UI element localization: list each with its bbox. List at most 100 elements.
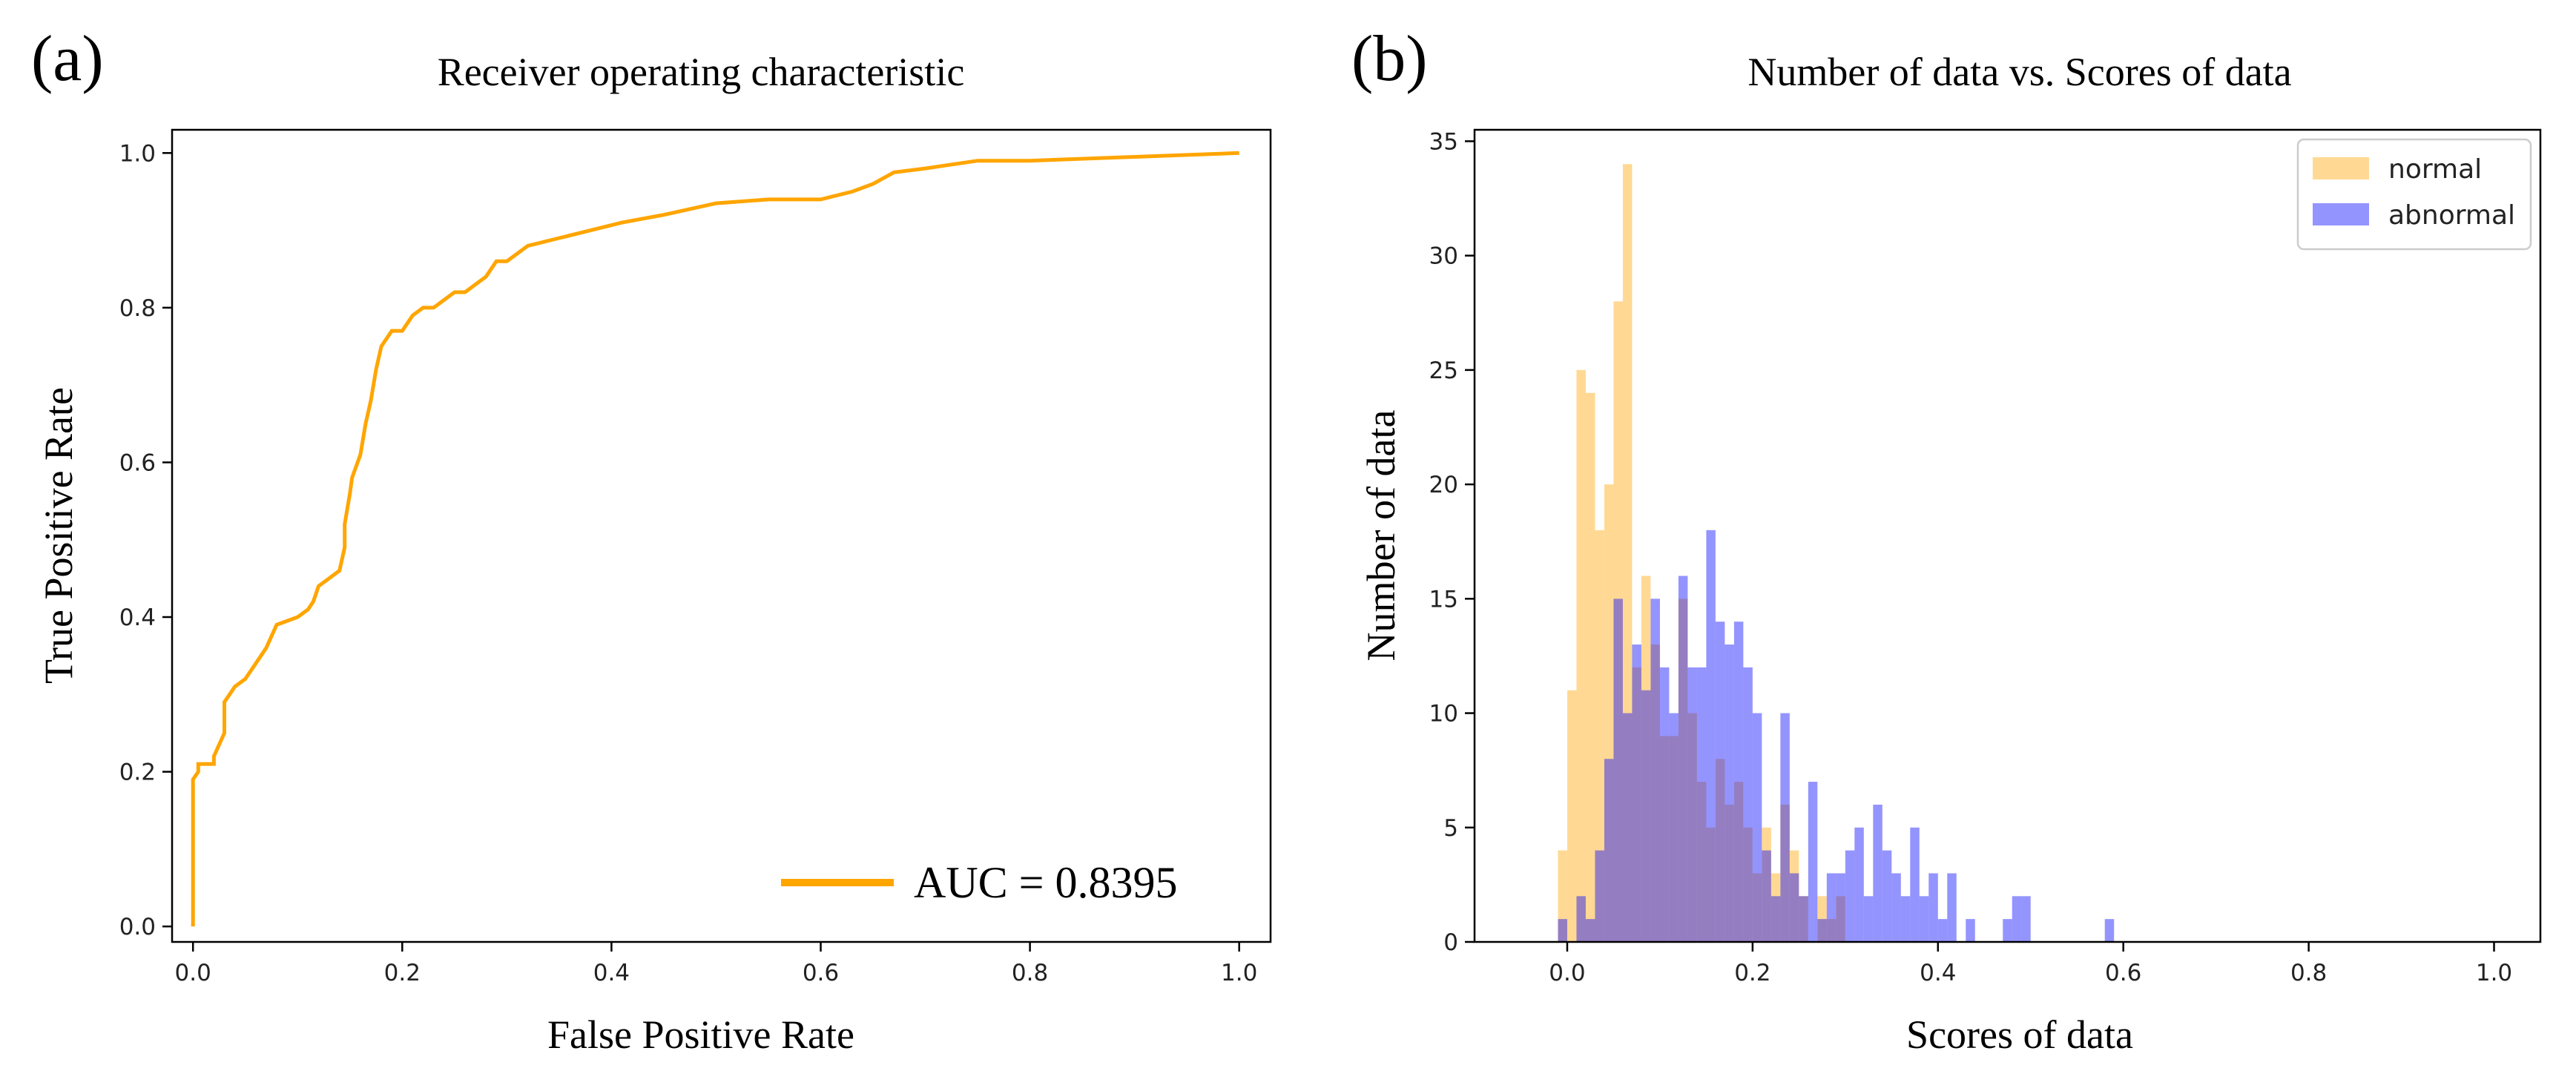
abnormal-bar <box>1863 896 1874 942</box>
normal-bar <box>1632 667 1641 942</box>
x-tick-label: 0.6 <box>2105 960 2141 986</box>
abnormal-bar <box>1696 667 1707 942</box>
abnormal-bar <box>2021 896 2031 942</box>
y-tick-label: 0.0 <box>119 914 156 940</box>
abnormal-bar <box>1622 713 1633 942</box>
roc-curve-line <box>191 151 1239 927</box>
abnormal-bar <box>1882 850 1892 942</box>
normal-bar <box>1613 301 1623 943</box>
roc-x-axis-label: False Positive Rate <box>547 1012 854 1057</box>
abnormal-bar <box>1641 690 1651 942</box>
abnormal-bar <box>1585 919 1595 942</box>
normal-bar <box>1604 484 1614 942</box>
normal-bar <box>1799 896 1808 942</box>
normal-bar <box>1659 736 1670 942</box>
abnormal-bar <box>1576 896 1586 942</box>
y-tick-label: 0.4 <box>119 604 156 631</box>
roc-plot-frame <box>171 128 1272 943</box>
y-tick-label: 30 <box>1429 243 1458 270</box>
normal-bar <box>1622 164 1633 942</box>
normal-bar <box>1780 804 1790 942</box>
abnormal-bar <box>1947 873 1957 942</box>
abnormal-bar <box>1937 919 1948 942</box>
normal-bar <box>1687 713 1697 942</box>
y-tick-label: 0.6 <box>119 449 156 476</box>
roc-y-ticks: 0.0 0.2 0.4 0.6 0.8 1.0 <box>119 140 172 940</box>
abnormal-bar <box>1900 896 1911 942</box>
abnormal-bar <box>1659 667 1670 942</box>
y-tick-label: 5 <box>1443 815 1458 842</box>
normal-bar <box>1733 782 1744 942</box>
normal-bars <box>1558 164 1845 943</box>
abnormal-bar <box>1770 896 1781 942</box>
roc-x-ticks: 0.0 0.2 0.4 0.6 0.8 1.0 <box>175 942 1257 986</box>
abnormal-bar <box>1687 667 1697 942</box>
abnormal-bar <box>2003 919 2012 942</box>
abnormal-bar <box>1845 850 1855 942</box>
abnormal-bar <box>1836 873 1845 942</box>
abnormal-bar <box>1919 896 1929 942</box>
y-tick-label: 0.8 <box>119 295 156 322</box>
normal-bar <box>1678 599 1688 942</box>
panel-b-label: (b) <box>1351 23 1428 95</box>
y-tick-label: 0.2 <box>119 759 156 786</box>
abnormal-bar <box>1669 713 1679 942</box>
abnormal-bar <box>1558 919 1567 942</box>
normal-bar <box>1836 896 1845 942</box>
x-tick-label: 0.4 <box>593 960 630 986</box>
abnormal-bar <box>1604 759 1614 942</box>
abnormal-bar <box>1743 667 1753 942</box>
x-tick-label: 1.0 <box>1221 960 1257 986</box>
roc-legend-label: AUC = 0.8395 <box>914 858 1178 907</box>
x-tick-label: 0.8 <box>1012 960 1048 986</box>
normal-bar <box>1725 804 1734 942</box>
y-tick-label: 35 <box>1429 128 1458 155</box>
abnormal-bar <box>1854 827 1864 942</box>
normal-bar <box>1567 690 1577 942</box>
normal-bar <box>1743 827 1753 942</box>
abnormal-bar <box>1678 576 1688 942</box>
x-tick-label: 0.2 <box>384 960 421 986</box>
legend-box <box>2296 138 2532 251</box>
legend-abnormal-swatch <box>2313 203 2369 225</box>
abnormal-bars <box>1558 530 2115 942</box>
roc-y-axis-label: True Positive Rate <box>36 387 81 684</box>
y-tick-label: 1.0 <box>119 140 156 167</box>
histogram-bars-layer <box>1558 164 2115 943</box>
legend-normal-label: normal <box>2388 154 2482 185</box>
abnormal-bar <box>1808 782 1818 942</box>
normal-bar <box>1558 850 1567 942</box>
normal-bar <box>1762 827 1771 942</box>
normal-bar <box>1650 645 1660 942</box>
abnormal-bar <box>1910 827 1920 942</box>
roc-legend: AUC = 0.8395 <box>781 858 1178 907</box>
abnormal-bar <box>2104 919 2115 942</box>
normal-bar <box>1826 919 1837 942</box>
histogram-x-axis-label: Scores of data <box>1906 1012 2133 1057</box>
panel-a-label: (a) <box>31 23 104 95</box>
y-tick-label: 0 <box>1443 929 1458 956</box>
histogram-title: Number of data vs. Scores of data <box>1747 50 2291 94</box>
normal-bar <box>1576 369 1586 942</box>
histogram-x-ticks: 0.0 0.2 0.4 0.6 0.8 1.0 <box>1549 942 2512 986</box>
histogram-y-axis-label: Number of data <box>1359 410 1403 662</box>
abnormal-bar <box>1873 804 1882 942</box>
abnormal-bar <box>1966 919 1975 942</box>
abnormal-bar <box>1632 645 1641 942</box>
abnormal-bar <box>1613 599 1623 942</box>
normal-bar <box>1696 782 1707 942</box>
abnormal-bar <box>1789 873 1799 942</box>
abnormal-bar <box>1891 873 1901 942</box>
x-tick-label: 0.0 <box>1549 960 1585 986</box>
abnormal-bar <box>1733 622 1744 942</box>
abnormal-bar <box>1817 919 1827 942</box>
abnormal-bar <box>1706 530 1716 942</box>
abnormal-bar <box>1595 850 1604 942</box>
normal-bar <box>1641 576 1651 942</box>
normal-bar <box>1789 850 1799 942</box>
x-tick-label: 0.6 <box>803 960 839 986</box>
normal-bar <box>1585 392 1595 942</box>
abnormal-bar <box>1752 713 1762 942</box>
roc-series-layer <box>191 151 1239 927</box>
